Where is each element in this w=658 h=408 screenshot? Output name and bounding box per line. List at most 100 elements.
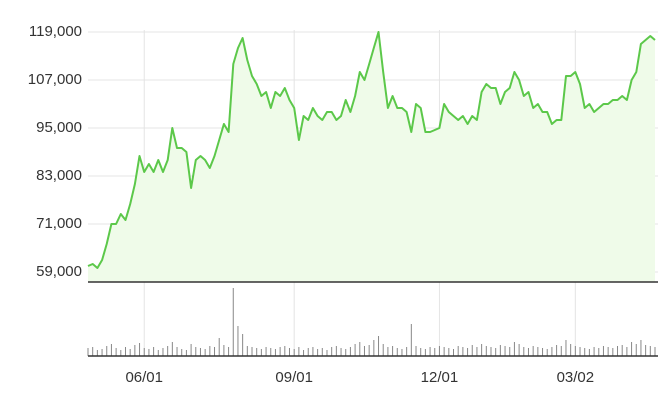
volume-bar bbox=[284, 346, 286, 356]
volume-bar bbox=[396, 348, 398, 356]
volume-bar bbox=[617, 346, 619, 356]
volume-bar bbox=[420, 348, 422, 356]
volume-bar bbox=[143, 348, 145, 356]
volume-bar bbox=[565, 340, 567, 356]
volume-bar bbox=[298, 347, 300, 356]
volume-bar bbox=[631, 342, 633, 356]
volume-bar bbox=[626, 347, 628, 356]
volume-bar bbox=[242, 334, 244, 356]
volume-bar bbox=[232, 288, 234, 356]
volume-bar bbox=[190, 344, 192, 356]
volume-bar bbox=[462, 347, 464, 356]
volume-bar bbox=[415, 346, 417, 356]
volume-bar bbox=[424, 349, 426, 356]
volume-bar bbox=[476, 347, 478, 356]
volume-bar bbox=[513, 342, 515, 356]
volume-bar bbox=[542, 348, 544, 356]
volume-bar bbox=[546, 349, 548, 356]
volume-bar bbox=[293, 349, 295, 356]
volume-bar bbox=[312, 347, 314, 356]
volume-bar bbox=[527, 348, 529, 356]
volume-bar bbox=[532, 346, 534, 356]
volume-bar bbox=[256, 348, 258, 356]
volume-bar bbox=[453, 349, 455, 356]
volume-bar bbox=[134, 345, 136, 356]
volume-bar bbox=[359, 342, 361, 356]
volume-bar bbox=[560, 346, 562, 356]
x-tick-label: 06/01 bbox=[125, 369, 163, 386]
x-tick-label: 09/01 bbox=[275, 369, 313, 386]
volume-bar bbox=[171, 342, 173, 356]
volume-bar bbox=[185, 350, 187, 356]
volume-bar bbox=[640, 340, 642, 356]
volume-bar bbox=[157, 350, 159, 356]
volume-bar bbox=[537, 347, 539, 356]
volume-bar bbox=[438, 346, 440, 356]
volume-bar bbox=[223, 345, 225, 356]
volume-bar bbox=[246, 346, 248, 356]
volume-bar bbox=[345, 349, 347, 356]
volume-bar bbox=[602, 346, 604, 356]
volume-bar bbox=[368, 345, 370, 356]
volume-bar bbox=[120, 350, 122, 356]
volume-bar bbox=[429, 347, 431, 356]
volume-bar bbox=[321, 348, 323, 356]
volume-bar bbox=[106, 346, 108, 356]
volume-bar bbox=[288, 348, 290, 356]
y-tick-label: 83,000 bbox=[36, 167, 82, 184]
volume-bar bbox=[406, 347, 408, 356]
volume-bar bbox=[504, 346, 506, 356]
volume-bar bbox=[349, 347, 351, 356]
volume-bar bbox=[598, 348, 600, 356]
volume-bar bbox=[607, 347, 609, 356]
volume-bar bbox=[331, 347, 333, 356]
volume-bar bbox=[181, 349, 183, 356]
volume-bar bbox=[471, 345, 473, 356]
volume-bar bbox=[523, 347, 525, 356]
x-tick-label: 12/01 bbox=[421, 369, 459, 386]
volume-bar bbox=[270, 348, 272, 356]
volume-bar bbox=[195, 347, 197, 356]
volume-bar bbox=[228, 347, 230, 356]
volume-bar bbox=[153, 347, 155, 356]
volume-bar bbox=[204, 349, 206, 356]
volume-bar bbox=[110, 344, 112, 356]
y-tick-label: 95,000 bbox=[36, 119, 82, 136]
volume-bar bbox=[654, 347, 656, 356]
volume-bar bbox=[448, 348, 450, 356]
volume-bar bbox=[363, 346, 365, 356]
volume-bar bbox=[148, 349, 150, 356]
volume-bar bbox=[612, 348, 614, 356]
volume-bar bbox=[518, 344, 520, 356]
volume-bar bbox=[209, 346, 211, 356]
area bbox=[88, 32, 655, 282]
y-tick-label: 119,000 bbox=[29, 23, 82, 40]
y-tick-label: 71,000 bbox=[36, 215, 82, 232]
volume-bar bbox=[434, 348, 436, 356]
volume-bar bbox=[593, 347, 595, 356]
volume-bar bbox=[387, 347, 389, 356]
volume-bar bbox=[570, 344, 572, 356]
y-tick-label: 107,000 bbox=[28, 71, 82, 88]
volume-bar bbox=[551, 347, 553, 356]
volume-bar bbox=[378, 336, 380, 356]
volume-bar bbox=[410, 324, 412, 356]
volume-bar bbox=[307, 348, 309, 356]
volume-bar bbox=[251, 347, 253, 356]
volume-bar bbox=[115, 348, 117, 356]
volume-bar bbox=[588, 349, 590, 356]
volume-bar bbox=[645, 345, 647, 356]
volume-bar bbox=[96, 350, 98, 356]
volume-bar bbox=[495, 348, 497, 356]
volume-bar bbox=[354, 344, 356, 356]
volume-bar bbox=[237, 326, 239, 356]
volume-bar bbox=[373, 340, 375, 356]
volume-bar bbox=[139, 343, 141, 356]
price-line bbox=[87, 31, 656, 269]
volume-bar bbox=[218, 338, 220, 356]
y-tick-label: 59,000 bbox=[36, 263, 82, 280]
volume-bar bbox=[303, 350, 305, 356]
volume-bar bbox=[579, 347, 581, 356]
volume-bar bbox=[129, 349, 131, 356]
